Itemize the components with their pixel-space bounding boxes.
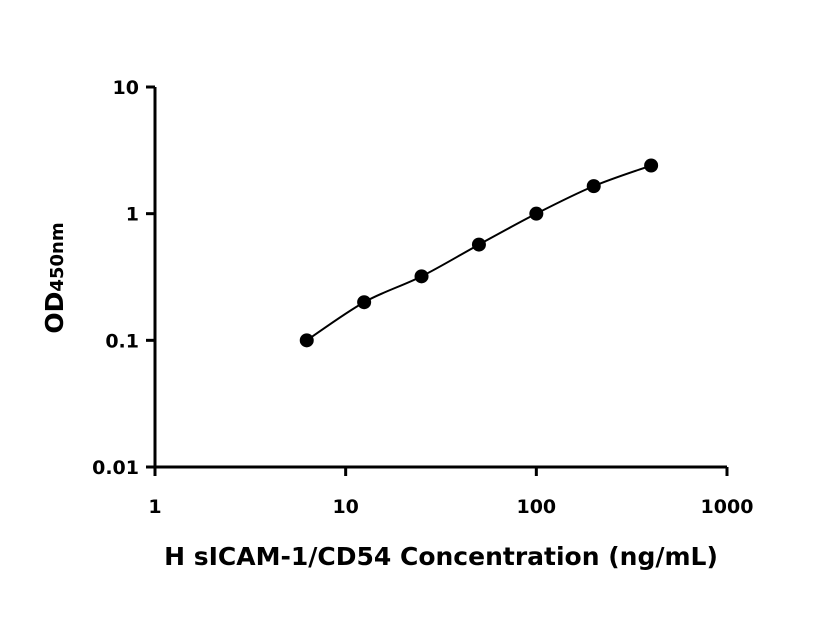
x-axis-ticks: 1 10 100 1000 <box>148 467 753 518</box>
data-point <box>529 206 544 221</box>
fit-curve <box>306 164 652 342</box>
y-tick-label: 0.01 <box>92 457 139 479</box>
x-axis-title: H sICAM-1/CD54 Concentration (ng/mL) <box>164 542 718 571</box>
data-point <box>357 295 372 310</box>
x-tick-label: 100 <box>516 496 556 518</box>
x-tick-label: 1 <box>148 496 161 518</box>
x-tick-label: 10 <box>332 496 358 518</box>
data-point <box>299 333 314 348</box>
y-axis-title-subscript: 450nm <box>47 222 68 291</box>
y-axis-title-main: OD <box>40 292 69 334</box>
y-axis-title: OD450nm <box>40 222 69 333</box>
data-points <box>299 158 659 348</box>
data-point <box>471 237 486 252</box>
y-tick-label: 10 <box>113 77 139 99</box>
y-tick-label: 0.1 <box>105 330 139 352</box>
y-tick-label: 1 <box>126 204 139 226</box>
data-point <box>414 269 429 284</box>
x-tick-label: 1000 <box>701 496 754 518</box>
data-point <box>586 179 601 194</box>
data-point <box>644 158 659 173</box>
y-axis-ticks: 0.01 0.1 1 10 <box>92 77 155 479</box>
